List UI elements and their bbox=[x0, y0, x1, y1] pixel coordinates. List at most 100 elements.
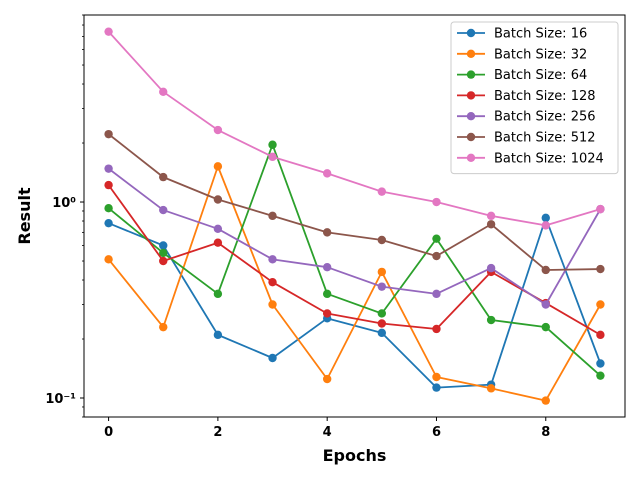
legend-label: Batch Size: 128 bbox=[494, 89, 596, 104]
series-6 bbox=[104, 129, 605, 275]
data-point bbox=[322, 169, 332, 178]
legend-swatch-marker bbox=[466, 91, 476, 100]
data-point bbox=[268, 300, 277, 309]
data-point bbox=[104, 129, 113, 139]
x-axis-ticks: 0 2 4 6 8 bbox=[104, 417, 550, 440]
series-line bbox=[108, 143, 602, 377]
data-point bbox=[377, 267, 387, 277]
data-point bbox=[596, 264, 605, 274]
data-point bbox=[213, 224, 223, 234]
data-point bbox=[159, 241, 168, 250]
series-7 bbox=[104, 27, 605, 230]
legend-item: Batch Size: 32 bbox=[457, 47, 587, 62]
data-point bbox=[159, 248, 168, 258]
legend-swatch-marker bbox=[466, 28, 476, 38]
data-point bbox=[159, 87, 168, 97]
series-line bbox=[108, 133, 601, 271]
legend-swatch-marker bbox=[466, 70, 476, 79]
data-point bbox=[159, 256, 168, 266]
data-point bbox=[377, 187, 387, 196]
data-point bbox=[541, 221, 550, 230]
data-point bbox=[268, 353, 277, 363]
legend-label: Batch Size: 1024 bbox=[494, 151, 604, 166]
legend-label: Batch Size: 32 bbox=[494, 47, 587, 62]
data-point bbox=[322, 262, 332, 272]
legend-swatch-marker bbox=[466, 153, 476, 162]
legend-label: Batch Size: 512 bbox=[494, 131, 596, 146]
data-point bbox=[596, 300, 605, 309]
legend-item: Batch Size: 64 bbox=[457, 68, 587, 83]
data-point bbox=[159, 172, 168, 182]
legend-item: Batch Size: 16 bbox=[457, 27, 587, 42]
data-point bbox=[486, 211, 496, 221]
data-point bbox=[104, 27, 113, 36]
series-3 bbox=[104, 140, 605, 380]
data-point bbox=[213, 330, 223, 340]
data-point bbox=[268, 140, 277, 149]
data-point bbox=[377, 282, 387, 291]
plot-frame bbox=[83, 14, 626, 418]
y-tick-label: 10⁰ bbox=[52, 196, 76, 211]
x-tick-label: 4 bbox=[323, 425, 332, 440]
data-point bbox=[541, 396, 550, 405]
data-point bbox=[322, 228, 332, 237]
legend-swatch-marker bbox=[466, 112, 476, 121]
data-point bbox=[322, 374, 332, 384]
data-point bbox=[596, 371, 605, 380]
data-point bbox=[104, 218, 113, 228]
data-point bbox=[486, 384, 496, 393]
legend-item: Batch Size: 1024 bbox=[457, 151, 604, 166]
data-point bbox=[432, 324, 441, 334]
data-point bbox=[377, 309, 387, 318]
legend-item: Batch Size: 512 bbox=[457, 131, 596, 146]
data-point bbox=[596, 330, 605, 340]
data-point bbox=[104, 180, 113, 190]
data-point bbox=[322, 309, 332, 318]
series-line bbox=[107, 165, 602, 402]
data-point bbox=[486, 263, 496, 273]
data-point bbox=[213, 125, 223, 135]
data-point bbox=[432, 234, 441, 243]
data-point bbox=[213, 162, 223, 171]
data-point bbox=[541, 322, 550, 332]
data-point bbox=[432, 372, 441, 382]
legend-label: Batch Size: 64 bbox=[494, 68, 587, 83]
legend-item: Batch Size: 256 bbox=[457, 110, 596, 125]
data-point bbox=[541, 300, 550, 309]
legend-swatch-marker bbox=[466, 132, 476, 142]
legend-box bbox=[450, 21, 619, 175]
data-point bbox=[104, 164, 113, 173]
x-tick-label: 2 bbox=[213, 425, 222, 440]
data-point bbox=[541, 265, 550, 275]
legend-label: Batch Size: 256 bbox=[494, 110, 596, 125]
data-point bbox=[541, 213, 550, 223]
data-point bbox=[432, 289, 441, 299]
x-tick-label: 6 bbox=[432, 425, 441, 440]
legend-swatch-marker bbox=[466, 49, 476, 58]
data-point bbox=[268, 255, 277, 264]
data-point bbox=[432, 197, 441, 207]
y-axis-ticks: 10⁻¹ 10⁰ bbox=[45, 14, 84, 418]
data-point bbox=[104, 203, 113, 213]
series-line bbox=[107, 31, 601, 227]
data-point bbox=[268, 152, 277, 162]
data-point bbox=[213, 195, 223, 204]
data-point bbox=[377, 235, 387, 245]
data-point bbox=[213, 289, 223, 299]
legend: Batch Size: 16 Batch Size: 32 Batch Size: … bbox=[450, 21, 619, 175]
data-point bbox=[268, 211, 277, 221]
data-point bbox=[159, 205, 168, 215]
legend-item: Batch Size: 128 bbox=[457, 89, 596, 104]
data-point bbox=[213, 238, 223, 247]
series-2 bbox=[104, 162, 605, 405]
legend-label: Batch Size: 16 bbox=[494, 27, 587, 42]
data-point bbox=[104, 255, 113, 264]
x-axis-label: Epochs bbox=[323, 446, 387, 465]
data-point bbox=[322, 289, 332, 299]
series-layer bbox=[104, 27, 605, 405]
data-point bbox=[159, 322, 168, 332]
x-tick-label: 8 bbox=[541, 425, 550, 440]
x-tick-label: 0 bbox=[104, 425, 113, 440]
y-axis-label: Result bbox=[15, 187, 34, 245]
